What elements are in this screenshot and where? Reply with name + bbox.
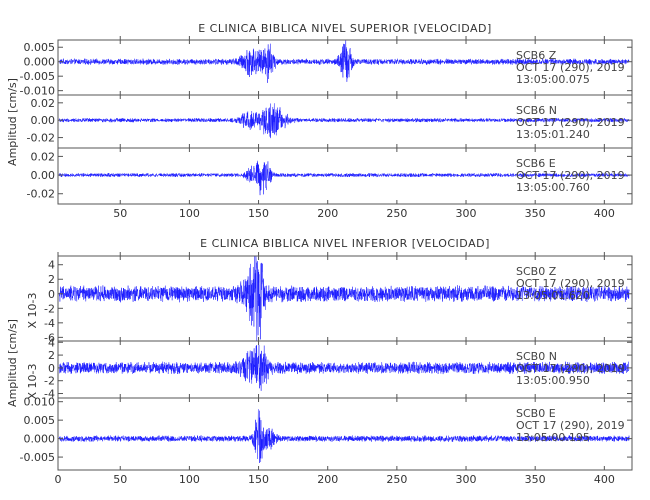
x-tick-label: 200	[317, 473, 338, 486]
y-tick-label: 0.00	[31, 114, 56, 127]
y-tick-label: -0.02	[27, 188, 55, 201]
y-tick-label: 0.02	[31, 150, 56, 163]
x-tick-label: 100	[179, 473, 200, 486]
time-label: 13:05:00.760	[516, 181, 590, 194]
panel-frame	[57, 147, 633, 205]
date-label: OCT 17 (290), 2019	[516, 277, 625, 290]
y-tick-label: -2	[44, 302, 55, 315]
y-axis-label: Amplitud [cm/s]	[6, 78, 19, 166]
y-tick-label: -4	[44, 388, 55, 401]
y-tick-label: -0.005	[20, 451, 55, 464]
x-tick-label: 200	[317, 207, 338, 220]
x-tick-label: 250	[386, 207, 407, 220]
x-tick-label: 250	[386, 473, 407, 486]
y-tick-label: 0	[48, 288, 55, 301]
y-tick-label: 4	[48, 336, 55, 349]
waveform-trace	[59, 160, 630, 196]
x-tick-label: 350	[525, 207, 546, 220]
x-tick-label: 350	[525, 473, 546, 486]
x-tick-label: 50	[113, 473, 127, 486]
y-tick-label: 2	[48, 349, 55, 362]
y-tick-label: -2	[44, 375, 55, 388]
y-tick-label: 0	[48, 362, 55, 375]
x-tick-label: 50	[113, 207, 127, 220]
y-tick-label: -0.005	[20, 70, 55, 83]
x-tick-label: 0	[55, 473, 62, 486]
multiplier-label: X 10-3	[26, 293, 39, 329]
x-tick-label: 300	[456, 207, 477, 220]
y-tick-label: -0.010	[20, 85, 55, 98]
y-tick-label: -4	[44, 317, 55, 330]
y-tick-label: 0.010	[24, 396, 56, 409]
channel-label: SCB6 Z	[516, 49, 557, 62]
waveform-trace	[59, 103, 630, 139]
y-tick-label: 0.005	[24, 41, 56, 54]
date-label: OCT 17 (290), 2019	[516, 116, 625, 129]
multiplier-label: X 10-3	[26, 364, 39, 400]
y-tick-label: 2	[48, 273, 55, 286]
y-axis-label: Amplitud [cm/s]	[6, 319, 19, 407]
date-label: OCT 17 (290), 2019	[516, 419, 625, 432]
time-label: 13:05:00.195	[516, 431, 590, 444]
x-tick-label: 100	[179, 207, 200, 220]
time-label: 13:05:01.620	[516, 289, 590, 302]
figure-2: E CLINICA BIBLICA NIVEL INFERIOR [VELOCI…	[6, 237, 633, 486]
y-tick-label: -6	[44, 331, 55, 344]
y-tick-label: 4	[48, 259, 55, 272]
time-label: 13:05:00.950	[516, 374, 590, 387]
channel-label: SCB0 E	[516, 407, 556, 420]
time-label: 13:05:01.240	[516, 128, 590, 141]
x-tick-label: 300	[456, 473, 477, 486]
waveform-trace	[59, 39, 630, 83]
panel-frame	[57, 397, 633, 471]
date-label: OCT 17 (290), 2019	[516, 362, 625, 375]
y-tick-label: 0.02	[31, 97, 56, 110]
date-label: OCT 17 (290), 2019	[516, 61, 625, 74]
y-tick-label: 0.000	[24, 433, 56, 446]
y-tick-label: 0.00	[31, 169, 56, 182]
waveform-trace	[59, 255, 630, 342]
x-tick-label: 400	[594, 207, 615, 220]
time-label: 13:05:00.075	[516, 73, 590, 86]
figure-title: E CLINICA BIBLICA NIVEL SUPERIOR [VELOCI…	[198, 22, 492, 35]
x-tick-label: 150	[248, 207, 269, 220]
channel-label: SCB6 E	[516, 157, 556, 170]
y-tick-label: 0.005	[24, 414, 56, 427]
x-tick-label: 150	[248, 473, 269, 486]
channel-label: SCB0 Z	[516, 265, 557, 278]
figure-title: E CLINICA BIBLICA NIVEL INFERIOR [VELOCI…	[200, 237, 490, 250]
y-tick-label: 0.000	[24, 56, 56, 69]
y-tick-label: -0.02	[27, 132, 55, 145]
x-tick-label: 400	[594, 473, 615, 486]
figure-1: E CLINICA BIBLICA NIVEL SUPERIOR [VELOCI…	[6, 22, 633, 220]
waveform-trace	[59, 409, 630, 463]
channel-label: SCB0 N	[516, 350, 557, 363]
waveform-trace	[59, 344, 630, 391]
date-label: OCT 17 (290), 2019	[516, 169, 625, 182]
channel-label: SCB6 N	[516, 104, 557, 117]
